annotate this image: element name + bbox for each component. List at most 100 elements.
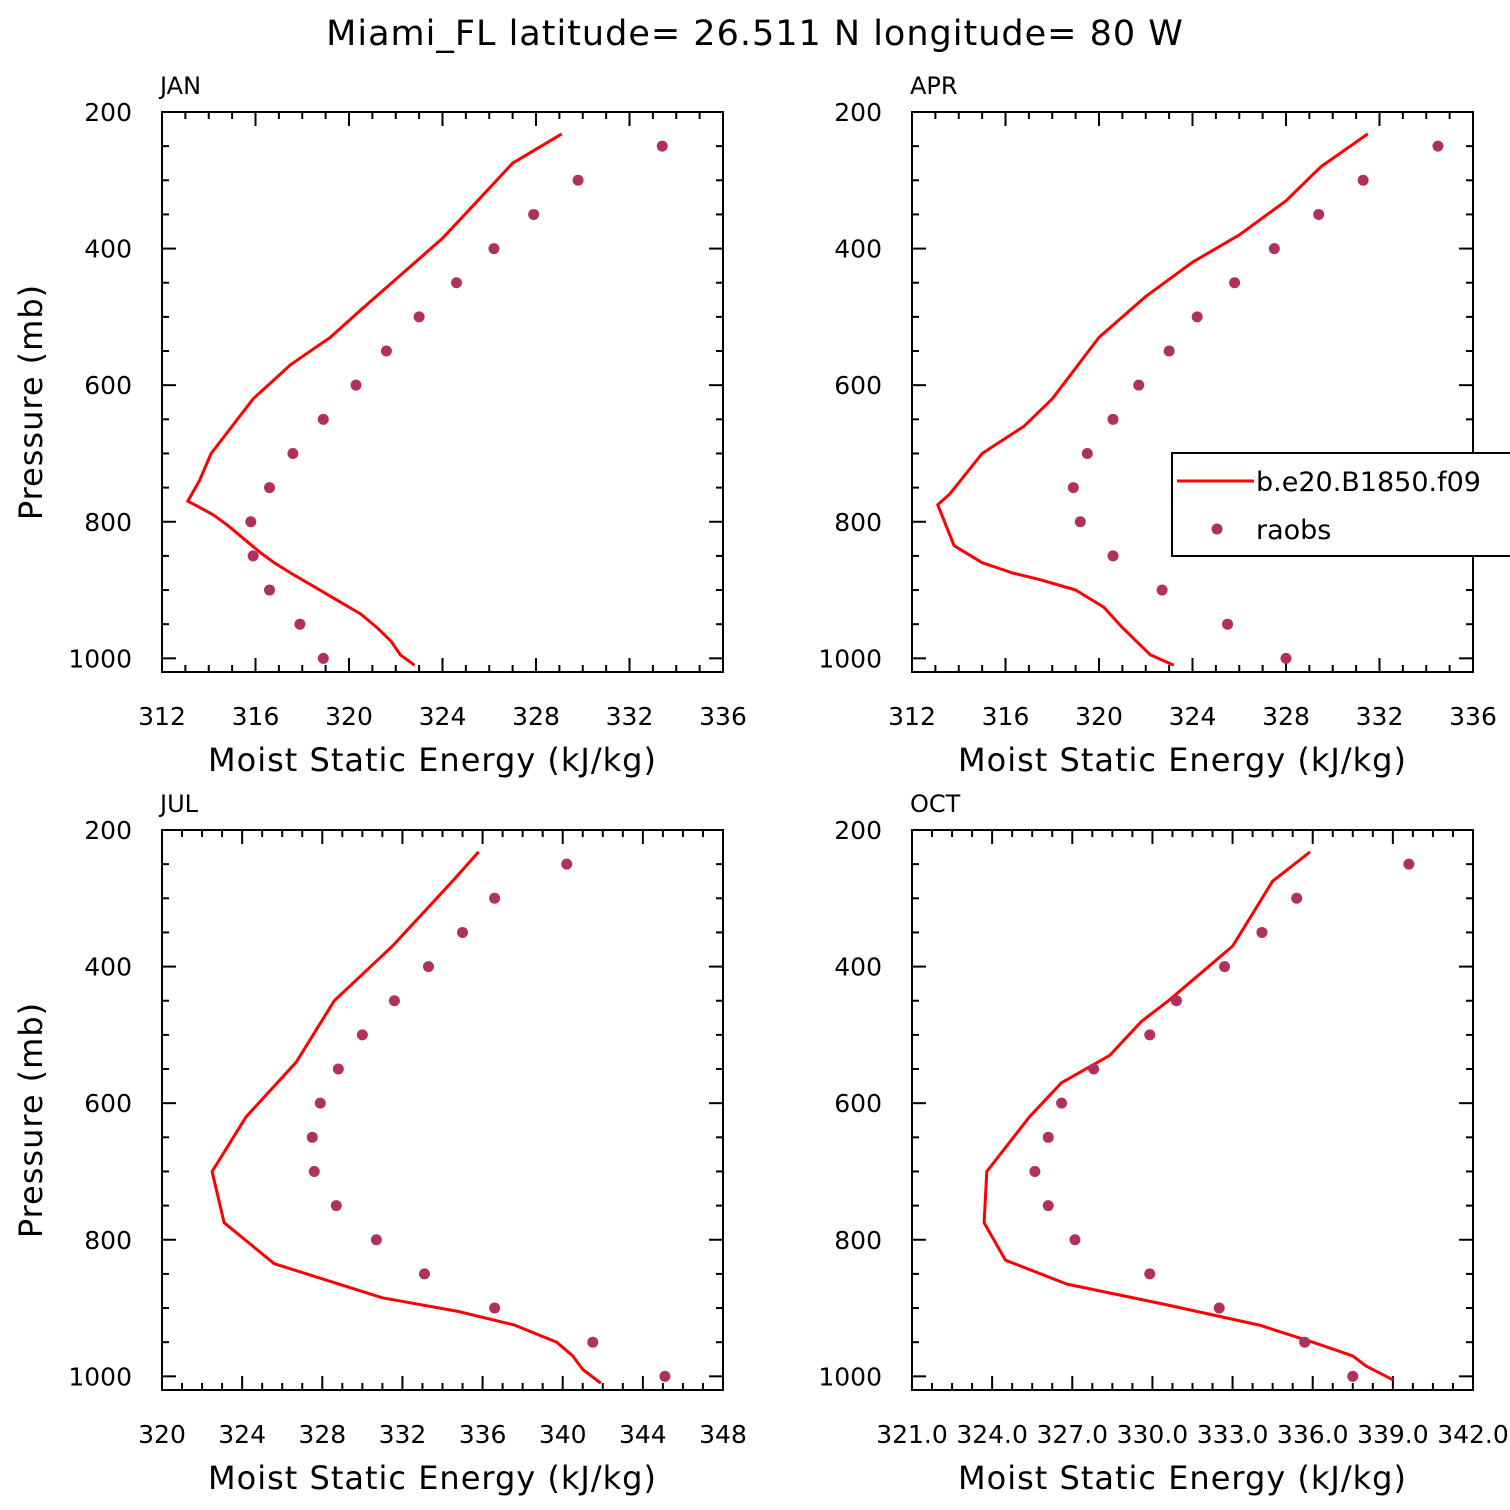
data-point-raobs — [264, 482, 276, 494]
figure-title: Miami_FL latitude= 26.511 N longitude= 8… — [326, 14, 1184, 54]
plot-frame — [161, 829, 724, 1391]
legend: b.e20.B1850.f09 raobs — [1171, 452, 1510, 557]
data-point-raobs — [314, 1097, 326, 1109]
data-point-raobs — [418, 1268, 430, 1280]
data-point-raobs — [1222, 618, 1234, 630]
x-tick-label: 332 — [606, 702, 654, 731]
x-tick-label: 312 — [138, 702, 186, 731]
y-tick-label: 1000 — [818, 644, 882, 673]
x-tick-label: 328 — [298, 1420, 346, 1449]
data-point-raobs — [1163, 345, 1175, 357]
x-tick-label: 336 — [1449, 702, 1497, 731]
x-tick-label: 344 — [619, 1420, 667, 1449]
series-line-model — [982, 850, 1394, 1382]
data-point-raobs — [656, 140, 668, 152]
data-point-raobs — [350, 379, 362, 391]
data-point-raobs — [1268, 243, 1280, 255]
data-point-raobs — [572, 174, 584, 186]
data-point-raobs — [457, 926, 469, 938]
x-axis-label: Moist Static Energy (kJ/kg) — [958, 1459, 1407, 1497]
y-tick-label: 200 — [84, 816, 132, 845]
data-point-raobs — [308, 1165, 320, 1177]
data-point-raobs — [306, 1131, 318, 1143]
panel-label: JAN — [158, 72, 201, 100]
y-tick-label: 800 — [84, 508, 132, 537]
y-tick-label: 400 — [84, 235, 132, 264]
y-tick-label: 600 — [84, 1089, 132, 1118]
y-tick-label: 1000 — [68, 644, 132, 673]
data-point-raobs — [1056, 1097, 1068, 1109]
x-tick-label: 336 — [459, 1420, 507, 1449]
data-point-raobs — [380, 345, 392, 357]
panel-label: APR — [910, 72, 958, 100]
y-tick-label: 800 — [84, 1226, 132, 1255]
data-point-raobs — [1107, 550, 1119, 562]
y-tick-label: 200 — [84, 98, 132, 127]
data-point-raobs — [264, 584, 276, 596]
x-tick-label: 328 — [512, 702, 560, 731]
data-point-raobs — [1313, 208, 1325, 220]
panel-label: OCT — [910, 790, 961, 818]
series-line-model — [936, 132, 1369, 667]
y-axis-label: Pressure (mb) — [12, 284, 50, 520]
data-point-raobs — [561, 858, 573, 870]
y-tick-label: 200 — [834, 816, 882, 845]
data-point-raobs — [413, 311, 425, 323]
y-tick-label: 800 — [834, 1226, 882, 1255]
data-point-raobs — [489, 892, 501, 904]
data-point-raobs — [1403, 858, 1415, 870]
data-point-raobs — [489, 1302, 501, 1314]
x-tick-label: 327.0 — [1036, 1420, 1108, 1449]
x-tick-label: 330.0 — [1117, 1420, 1189, 1449]
data-point-raobs — [1299, 1336, 1311, 1348]
data-point-raobs — [370, 1234, 382, 1246]
series-line-model — [186, 132, 563, 667]
x-tick-label: 321.0 — [876, 1420, 948, 1449]
data-point-raobs — [330, 1200, 342, 1212]
x-tick-label: 328 — [1262, 702, 1310, 731]
y-tick-label: 600 — [834, 371, 882, 400]
data-point-raobs — [1170, 995, 1182, 1007]
x-tick-label: 320 — [138, 1420, 186, 1449]
x-tick-label: 339.0 — [1357, 1420, 1429, 1449]
x-tick-label: 332 — [379, 1420, 427, 1449]
x-tick-label: 316 — [982, 702, 1030, 731]
data-point-raobs — [528, 208, 540, 220]
data-point-raobs — [1156, 584, 1168, 596]
panel-label: JUL — [158, 790, 199, 818]
y-tick-label: 400 — [834, 235, 882, 264]
data-point-raobs — [451, 277, 463, 289]
legend-box — [1171, 452, 1510, 557]
data-point-raobs — [294, 618, 306, 630]
y-tick-label: 600 — [834, 1089, 882, 1118]
data-point-raobs — [1219, 961, 1231, 973]
data-point-raobs — [332, 1063, 344, 1075]
data-point-raobs — [1291, 892, 1303, 904]
data-point-raobs — [287, 447, 299, 459]
x-tick-label: 312 — [888, 702, 936, 731]
x-tick-label: 320 — [1075, 702, 1123, 731]
y-tick-label: 1000 — [818, 1362, 882, 1391]
data-point-raobs — [388, 995, 400, 1007]
data-point-raobs — [1107, 413, 1119, 425]
data-point-raobs — [422, 961, 434, 973]
data-point-raobs — [1280, 652, 1292, 664]
data-point-raobs — [1067, 482, 1079, 494]
x-axis-label: Moist Static Energy (kJ/kg) — [208, 1459, 657, 1497]
plot-frame — [161, 111, 724, 673]
data-point-raobs — [1133, 379, 1145, 391]
legend-label-model: b.e20.B1850.f09 — [1256, 467, 1481, 498]
data-point-raobs — [1229, 277, 1241, 289]
data-point-raobs — [356, 1029, 368, 1041]
data-point-raobs — [1144, 1029, 1156, 1041]
x-tick-label: 348 — [699, 1420, 747, 1449]
x-axis-label: Moist Static Energy (kJ/kg) — [208, 741, 657, 779]
data-point-raobs — [247, 550, 259, 562]
data-point-raobs — [317, 413, 329, 425]
y-tick-label: 400 — [84, 953, 132, 982]
data-point-raobs — [245, 516, 257, 528]
